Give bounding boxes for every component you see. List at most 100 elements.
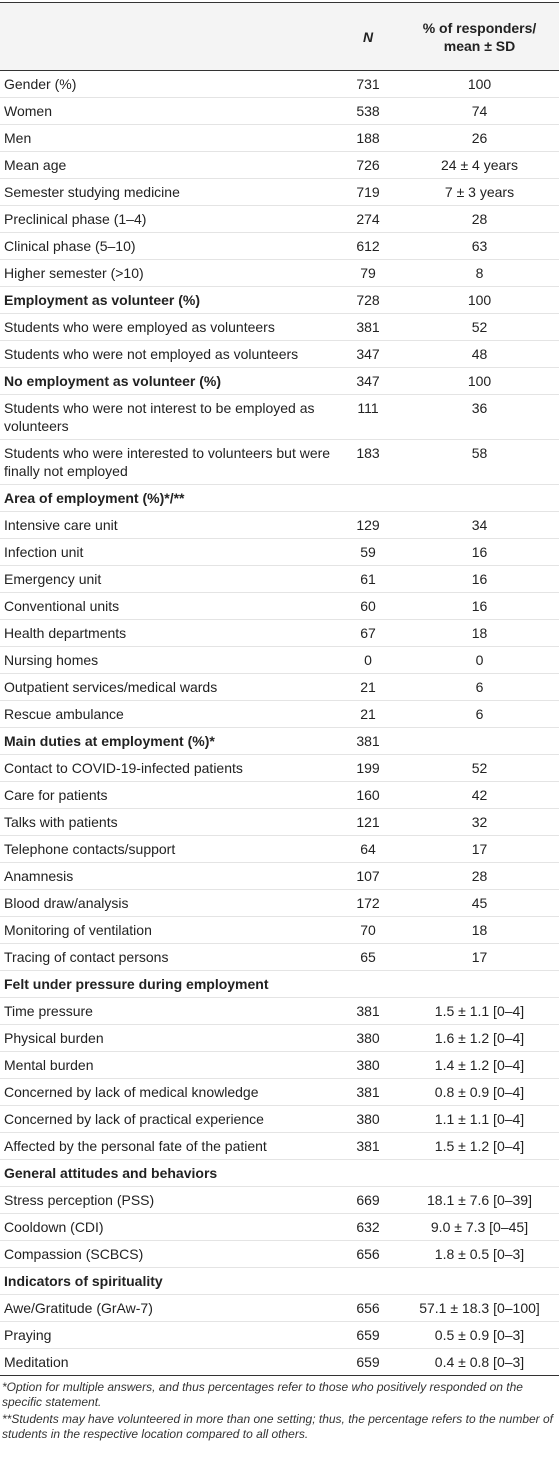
table-row: Compassion (SCBCS) 656 1.8 ± 0.5 [0–3] xyxy=(0,1241,559,1268)
n-cell: 199 xyxy=(356,760,380,776)
table-row: Praying 659 0.5 ± 0.9 [0–3] xyxy=(0,1322,559,1349)
row-label: Concerned by lack of medical knowledge xyxy=(4,1084,259,1100)
table-header: N % of responders/ mean ± SD xyxy=(0,2,559,71)
row-label: Awe/Gratitude (GrAw-7) xyxy=(4,1300,153,1316)
n-cell xyxy=(336,485,400,512)
table-row: Students who were not interest to be emp… xyxy=(0,395,559,440)
row-label: Time pressure xyxy=(4,1003,93,1019)
n-cell xyxy=(336,1268,400,1295)
row-label: Praying xyxy=(4,1327,52,1343)
value-cell: 26 xyxy=(471,130,488,146)
value-cell: 16 xyxy=(471,571,488,587)
row-label: Intensive care unit xyxy=(4,517,118,533)
value-cell: 18 xyxy=(471,625,488,641)
n-cell: 160 xyxy=(356,787,380,803)
n-cell: 669 xyxy=(356,1192,380,1208)
table-row: Employment as volunteer (%) 728 100 xyxy=(0,287,559,314)
n-cell: 381 xyxy=(356,1003,380,1019)
table-row: Mental burden 380 1.4 ± 1.2 [0–4] xyxy=(0,1052,559,1079)
table-row: Semester studying medicine 719 7 ± 3 years xyxy=(0,179,559,206)
row-label: Gender (%) xyxy=(4,76,77,92)
n-cell: 61 xyxy=(360,571,376,587)
value-cell: 100 xyxy=(467,292,492,308)
table-row: Students who were not employed as volunt… xyxy=(0,341,559,368)
row-label: Physical burden xyxy=(4,1030,104,1046)
table-row: Emergency unit 61 16 xyxy=(0,566,559,593)
value-cell: 32 xyxy=(471,814,488,830)
n-cell: 0 xyxy=(364,652,372,668)
row-label: Compassion (SCBCS) xyxy=(4,1246,144,1262)
table-row: Anamnesis 107 28 xyxy=(0,863,559,890)
table-row: Blood draw/analysis 172 45 xyxy=(0,890,559,917)
row-label: Main duties at employment (%)* xyxy=(4,733,215,749)
n-cell: 632 xyxy=(356,1219,380,1235)
row-label: Students who were not employed as volunt… xyxy=(4,346,299,362)
table-row: Intensive care unit 129 34 xyxy=(0,512,559,539)
table-row: Physical burden 380 1.6 ± 1.2 [0–4] xyxy=(0,1025,559,1052)
row-label: Care for patients xyxy=(4,787,108,803)
value-cell: 100 xyxy=(467,373,492,389)
row-label: Emergency unit xyxy=(4,571,102,587)
value-cell: 1.5 ± 1.1 [0–4] xyxy=(434,1003,525,1019)
row-label: Rescue ambulance xyxy=(4,706,124,722)
table-row: Indicators of spirituality xyxy=(0,1268,559,1295)
table-row: Gender (%) 731 100 xyxy=(0,71,559,98)
n-cell: 59 xyxy=(360,544,376,560)
value-cell: 0 xyxy=(475,652,484,668)
value-cell xyxy=(400,485,559,512)
n-cell: 380 xyxy=(356,1111,380,1127)
row-label: Cooldown (CDI) xyxy=(4,1219,104,1235)
value-cell: 48 xyxy=(471,346,488,362)
value-cell: 1.5 ± 1.2 [0–4] xyxy=(434,1138,525,1154)
row-label: Stress perception (PSS) xyxy=(4,1192,155,1208)
table-body: Gender (%) 731 100 Women 538 74 Men 188 26 Mean a… xyxy=(0,71,559,1376)
value-cell: 16 xyxy=(471,598,488,614)
n-cell: 538 xyxy=(356,103,380,119)
n-cell: 381 xyxy=(356,1138,380,1154)
row-label: Telephone contacts/support xyxy=(4,841,176,857)
n-cell: 380 xyxy=(356,1057,380,1073)
n-cell: 656 xyxy=(356,1300,380,1316)
table-row: No employment as volunteer (%) 347 100 xyxy=(0,368,559,395)
table-row: Main duties at employment (%)* 381 xyxy=(0,728,559,755)
value-cell: 52 xyxy=(471,760,488,776)
row-label: Conventional units xyxy=(4,598,120,614)
table-row: Stress perception (PSS) 669 18.1 ± 7.6 [0–… xyxy=(0,1187,559,1214)
row-label: Mean age xyxy=(4,157,67,173)
n-cell: 21 xyxy=(360,679,376,695)
row-label: General attitudes and behaviors xyxy=(4,1165,218,1181)
row-label: Meditation xyxy=(4,1354,69,1370)
n-cell: 380 xyxy=(356,1030,380,1046)
table-row: Concerned by lack of medical knowledge 38… xyxy=(0,1079,559,1106)
n-cell: 381 xyxy=(356,1084,380,1100)
n-cell: 107 xyxy=(356,868,380,884)
value-cell: 100 xyxy=(467,76,492,92)
n-cell: 79 xyxy=(360,265,376,281)
table-row: Talks with patients 121 32 xyxy=(0,809,559,836)
row-label: Students who were not interest to be emp… xyxy=(4,400,315,434)
value-cell: 45 xyxy=(471,895,488,911)
footnotes: *Option for multiple answers, and thus p… xyxy=(0,1376,559,1442)
value-cell: 18 xyxy=(471,922,488,938)
value-cell: 0.8 ± 0.9 [0–4] xyxy=(434,1084,525,1100)
n-cell: 656 xyxy=(356,1246,380,1262)
table-row: Telephone contacts/support 64 17 xyxy=(0,836,559,863)
value-cell: 17 xyxy=(471,949,488,965)
table-row: Infection unit 59 16 xyxy=(0,539,559,566)
value-cell: 1.8 ± 0.5 [0–3] xyxy=(434,1246,525,1262)
n-cell: 65 xyxy=(360,949,376,965)
value-cell: 17 xyxy=(471,841,488,857)
footnote: **Students may have volunteered in more … xyxy=(2,1412,554,1441)
n-cell: 172 xyxy=(356,895,380,911)
n-cell: 111 xyxy=(357,400,379,416)
table-row: Affected by the personal fate of the pat… xyxy=(0,1133,559,1160)
row-label: Area of employment (%)*/** xyxy=(4,490,185,506)
n-cell: 612 xyxy=(356,238,380,254)
value-cell: 1.4 ± 1.2 [0–4] xyxy=(434,1057,525,1073)
n-cell: 728 xyxy=(356,292,380,308)
row-label: Infection unit xyxy=(4,544,84,560)
row-label: Students who were interested to voluntee… xyxy=(4,445,331,479)
table-row: Area of employment (%)*/** xyxy=(0,485,559,512)
